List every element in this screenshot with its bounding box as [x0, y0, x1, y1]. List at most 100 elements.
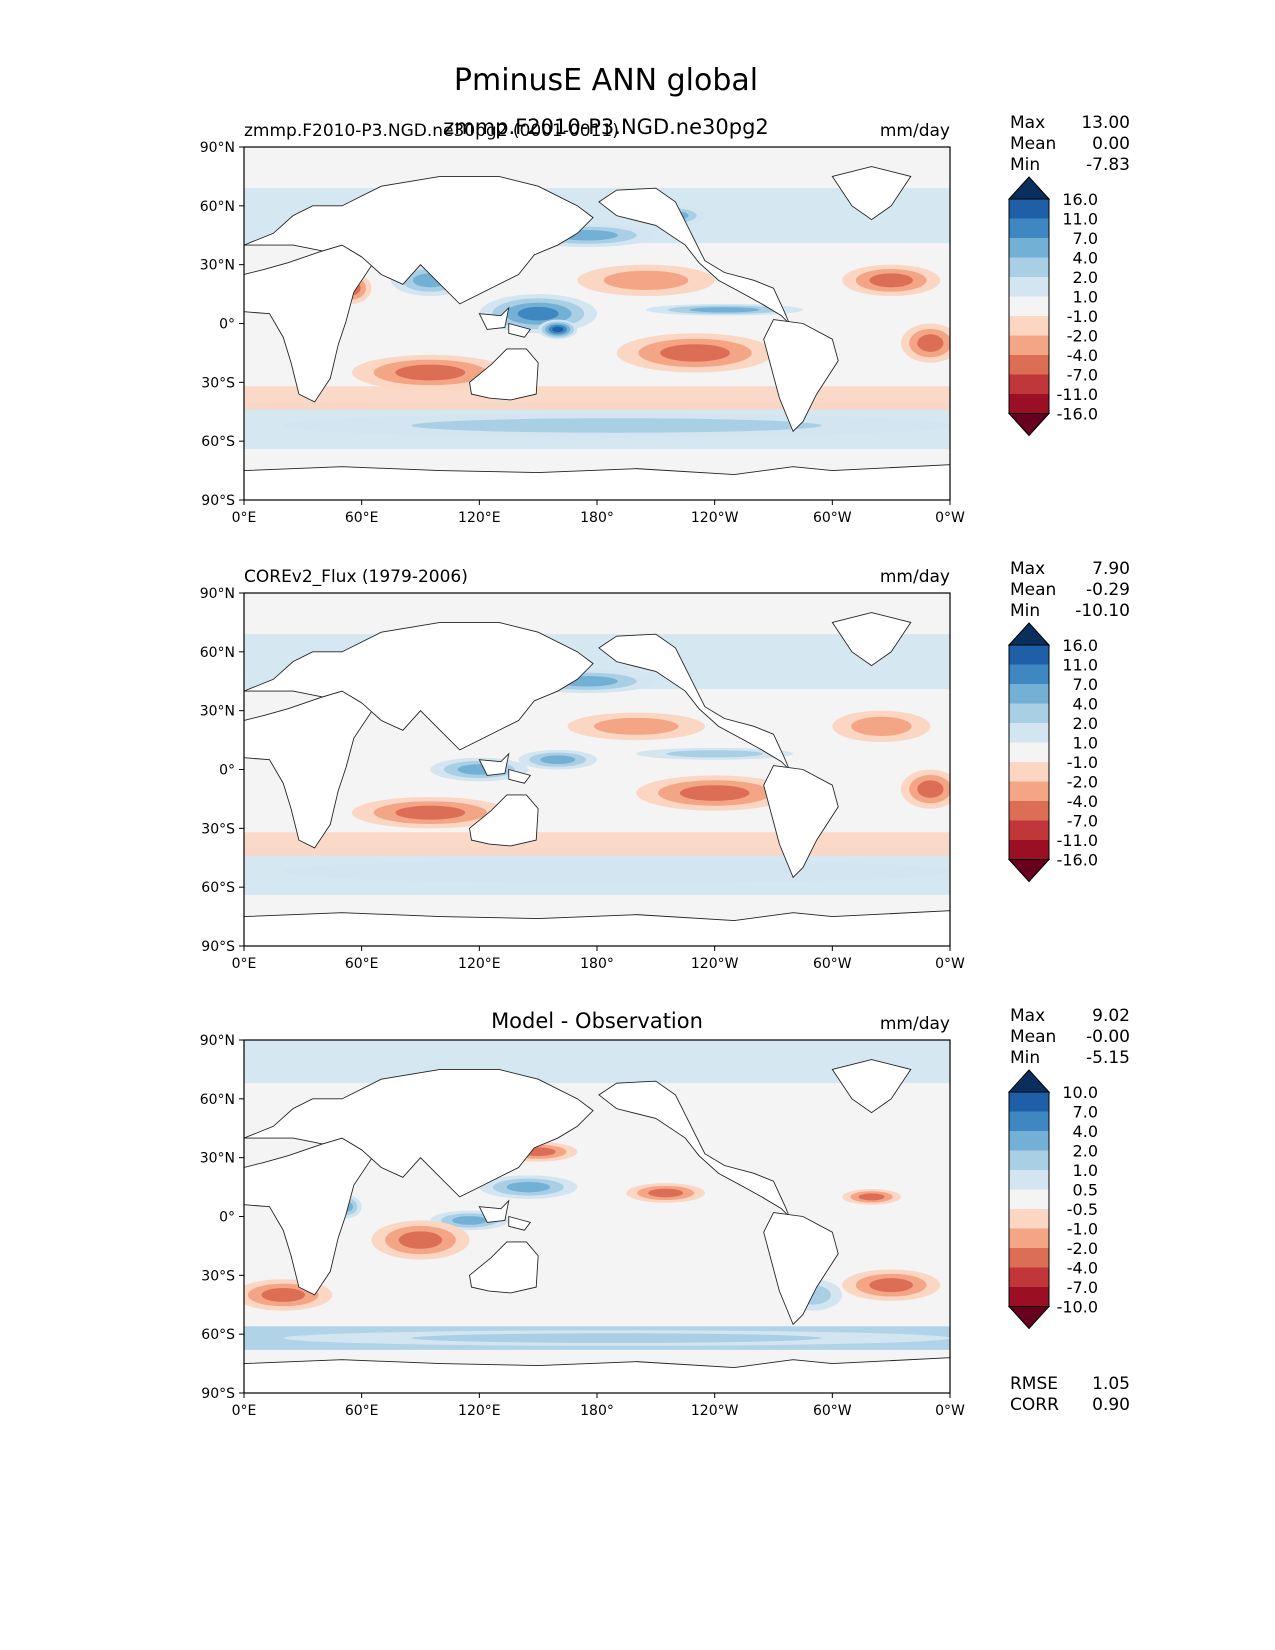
stat-label: Max [1010, 559, 1045, 579]
colorbar-tick-label: -2.0 [1067, 327, 1098, 346]
field-contour [917, 780, 944, 798]
colorbar-segment [1009, 1111, 1049, 1132]
colorbar-segment [1009, 801, 1049, 821]
xtick-label: 60°E [345, 510, 379, 526]
colorbar-segment [1009, 703, 1049, 724]
colorbar-segment [1009, 1228, 1049, 1249]
ytick-label: 0° [219, 317, 235, 333]
ytick-label: 90°N [200, 586, 235, 602]
stat-label: Mean [1010, 134, 1056, 154]
field-contour [398, 1231, 443, 1249]
colorbar-tick-label: 1.0 [1073, 734, 1098, 753]
colorbar-tick-label: -7.0 [1067, 1278, 1098, 1297]
colorbar-segment [1009, 277, 1049, 297]
stat-value: -0.00 [1086, 1027, 1130, 1047]
colorbar-tick-label: -10.0 [1057, 1298, 1098, 1317]
ytick-label: 0° [219, 1210, 235, 1226]
field-contour [917, 334, 944, 352]
ytick-label: 60°S [201, 880, 235, 896]
overlay-title: zmmp.F2010-P3.NGD.ne30pg2 [443, 115, 769, 139]
colorbar-tick-label: -1.0 [1067, 753, 1098, 772]
panel-units: mm/day [880, 567, 950, 587]
field-contour [283, 859, 950, 884]
colorbar-segment [1009, 1209, 1049, 1229]
stat-value: 13.00 [1081, 113, 1130, 133]
colorbar-segment [1009, 1287, 1049, 1307]
field-contour [660, 344, 730, 362]
xtick-label: 0°E [232, 1403, 257, 1419]
map-area [244, 1040, 950, 1393]
ytick-label: 30°S [201, 821, 235, 837]
stat-label: Mean [1010, 1027, 1056, 1047]
colorbar-tick-label: -7.0 [1067, 812, 1098, 831]
colorbar-segment [1009, 664, 1049, 685]
field-contour [540, 755, 576, 765]
ytick-label: 30°S [201, 1268, 235, 1284]
colorbar-segment [1009, 684, 1049, 704]
colorbar-segment [1009, 1189, 1049, 1210]
field-band [244, 386, 950, 410]
xtick-label: 120°W [691, 956, 739, 972]
stat-label: Min [1010, 601, 1040, 621]
xtick-label: 0°W [935, 956, 965, 972]
colorbar-extend-bottom [1007, 859, 1051, 883]
field-contour [858, 1193, 885, 1201]
colorbar-extend-top [1007, 1069, 1051, 1093]
panel-reference: 90°N 60°N 30°N 0° 30°S 60°S 90°S0°E 60°E 120°E 18… [200, 559, 1130, 972]
colorbar-tick-label: 4.0 [1073, 249, 1098, 268]
ytick-label: 30°N [200, 704, 235, 720]
ytick-label: 30°N [200, 258, 235, 274]
colorbar-segment [1009, 199, 1049, 219]
xtick-label: 180° [580, 956, 614, 972]
colorbar-tick-label: -16.0 [1057, 405, 1098, 424]
field-contour [411, 1333, 822, 1343]
ytick-label: 90°N [200, 140, 235, 156]
panel-test: 90°N 60°N 30°N 0° 30°S 60°S 90°S0°E 60°E 120°E 18… [200, 113, 1130, 526]
stat-label: Max [1010, 113, 1045, 133]
field-contour [869, 273, 913, 288]
colorbar-segment [1009, 781, 1049, 802]
xtick-label: 120°E [458, 956, 501, 972]
colorbar-tick-label: -2.0 [1067, 1239, 1098, 1258]
colorbar-segment [1009, 1267, 1049, 1288]
ytick-label: 90°S [201, 939, 235, 955]
colorbar-segment [1009, 840, 1049, 860]
colorbar-tick-label: -2.0 [1067, 773, 1098, 792]
xtick-label: 60°W [813, 1403, 852, 1419]
xtick-label: 120°E [458, 1403, 501, 1419]
xtick-label: 180° [580, 1403, 614, 1419]
xtick-label: 0°W [935, 1403, 965, 1419]
field-contour [261, 1287, 306, 1302]
colorbar-segment [1009, 1092, 1049, 1112]
xtick-label: 60°W [813, 956, 852, 972]
colorbar-extend-bottom [1007, 1306, 1051, 1330]
colorbar-tick-label: -4.0 [1067, 346, 1098, 365]
colorbar-tick-label: 0.5 [1073, 1181, 1098, 1200]
colorbar-tick-label: 11.0 [1062, 656, 1098, 675]
colorbar-tick-label: -16.0 [1057, 851, 1098, 870]
xtick-label: 60°W [813, 510, 852, 526]
colorbar-segment [1009, 316, 1049, 336]
colorbar-segment [1009, 394, 1049, 414]
colorbar-segment [1009, 296, 1049, 317]
ytick-label: 90°N [200, 1033, 235, 1049]
xtick-label: 0°E [232, 510, 257, 526]
field-contour [851, 716, 912, 737]
field-contour [552, 326, 564, 333]
colorbar-tick-label: 10.0 [1062, 1083, 1098, 1102]
ytick-label: 60°N [200, 645, 235, 661]
colorbar-segment [1009, 742, 1049, 763]
field-contour [593, 717, 679, 735]
xtick-label: 180° [580, 510, 614, 526]
stat-label: Min [1010, 155, 1040, 175]
field-contour [452, 1216, 487, 1225]
field-contour [679, 785, 750, 801]
map-area [244, 147, 950, 500]
stat-label: CORR [1010, 1395, 1059, 1415]
stat-label: Max [1010, 1006, 1045, 1026]
panel-title-center: Model - Observation [491, 1009, 703, 1033]
colorbar-tick-label: 7.0 [1073, 675, 1098, 694]
ytick-label: 60°N [200, 1092, 235, 1108]
colorbar-tick-label: -1.0 [1067, 1220, 1098, 1239]
